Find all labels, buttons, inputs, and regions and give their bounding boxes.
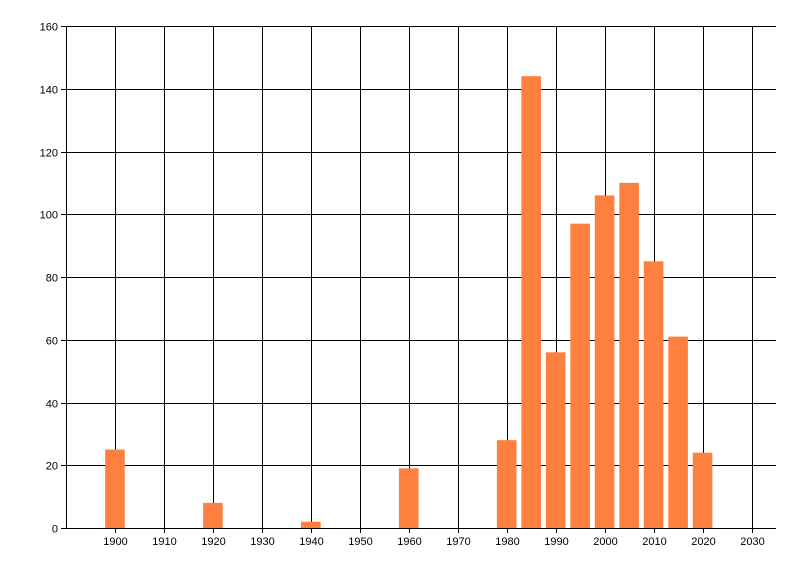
x-tick-label: 2020 xyxy=(691,536,715,548)
y-tick-labels: 0 20 40 60 80 100 120 140 160 xyxy=(40,22,58,536)
x-tick-label: 2000 xyxy=(593,536,617,548)
bar-2000 xyxy=(594,195,615,529)
x-tick-label: 1930 xyxy=(250,536,274,548)
bar-1980 xyxy=(496,440,517,528)
bar-1900 xyxy=(105,449,125,528)
x-tick-label: 1910 xyxy=(152,536,176,548)
x-tick-label: 2010 xyxy=(642,536,666,548)
x-tick-label: 2030 xyxy=(740,536,764,548)
bar-2020 xyxy=(692,452,713,528)
bar-1995 xyxy=(570,223,590,528)
y-tick-label: 140 xyxy=(40,85,58,97)
grid-lines xyxy=(66,26,776,529)
bar-1990 xyxy=(545,352,566,528)
y-tick-label: 120 xyxy=(40,148,58,160)
y-tick-label: 0 xyxy=(52,524,58,536)
bar-1940 xyxy=(301,521,321,528)
y-tick-label: 60 xyxy=(46,336,58,348)
x-tick-label: 1950 xyxy=(348,536,372,548)
bar-1985 xyxy=(521,76,541,528)
y-tick-label: 20 xyxy=(46,461,58,473)
x-tick-label: 1960 xyxy=(397,536,421,548)
x-tick-label: 1980 xyxy=(495,536,519,548)
bar-2005 xyxy=(619,182,639,528)
x-tick-label: 1900 xyxy=(103,536,127,548)
x-tick-label: 1990 xyxy=(544,536,568,548)
axes xyxy=(61,26,776,533)
y-tick-label: 40 xyxy=(46,399,58,411)
x-tick-label: 1940 xyxy=(299,536,323,548)
x-tick-labels: 1900 1910 1920 1930 1940 1950 1960 1970 1980 1990… xyxy=(103,536,764,548)
bar-1960 xyxy=(398,468,419,528)
bar-1920 xyxy=(203,502,223,528)
bar-2010 xyxy=(643,261,664,528)
y-tick-label: 80 xyxy=(46,273,58,285)
bar-series xyxy=(105,76,713,529)
x-tick-label: 1970 xyxy=(446,536,470,548)
bar-2015 xyxy=(668,336,688,528)
y-tick-label: 100 xyxy=(40,210,58,222)
y-tick-label: 160 xyxy=(40,22,58,34)
x-tick-label: 1920 xyxy=(201,536,225,548)
